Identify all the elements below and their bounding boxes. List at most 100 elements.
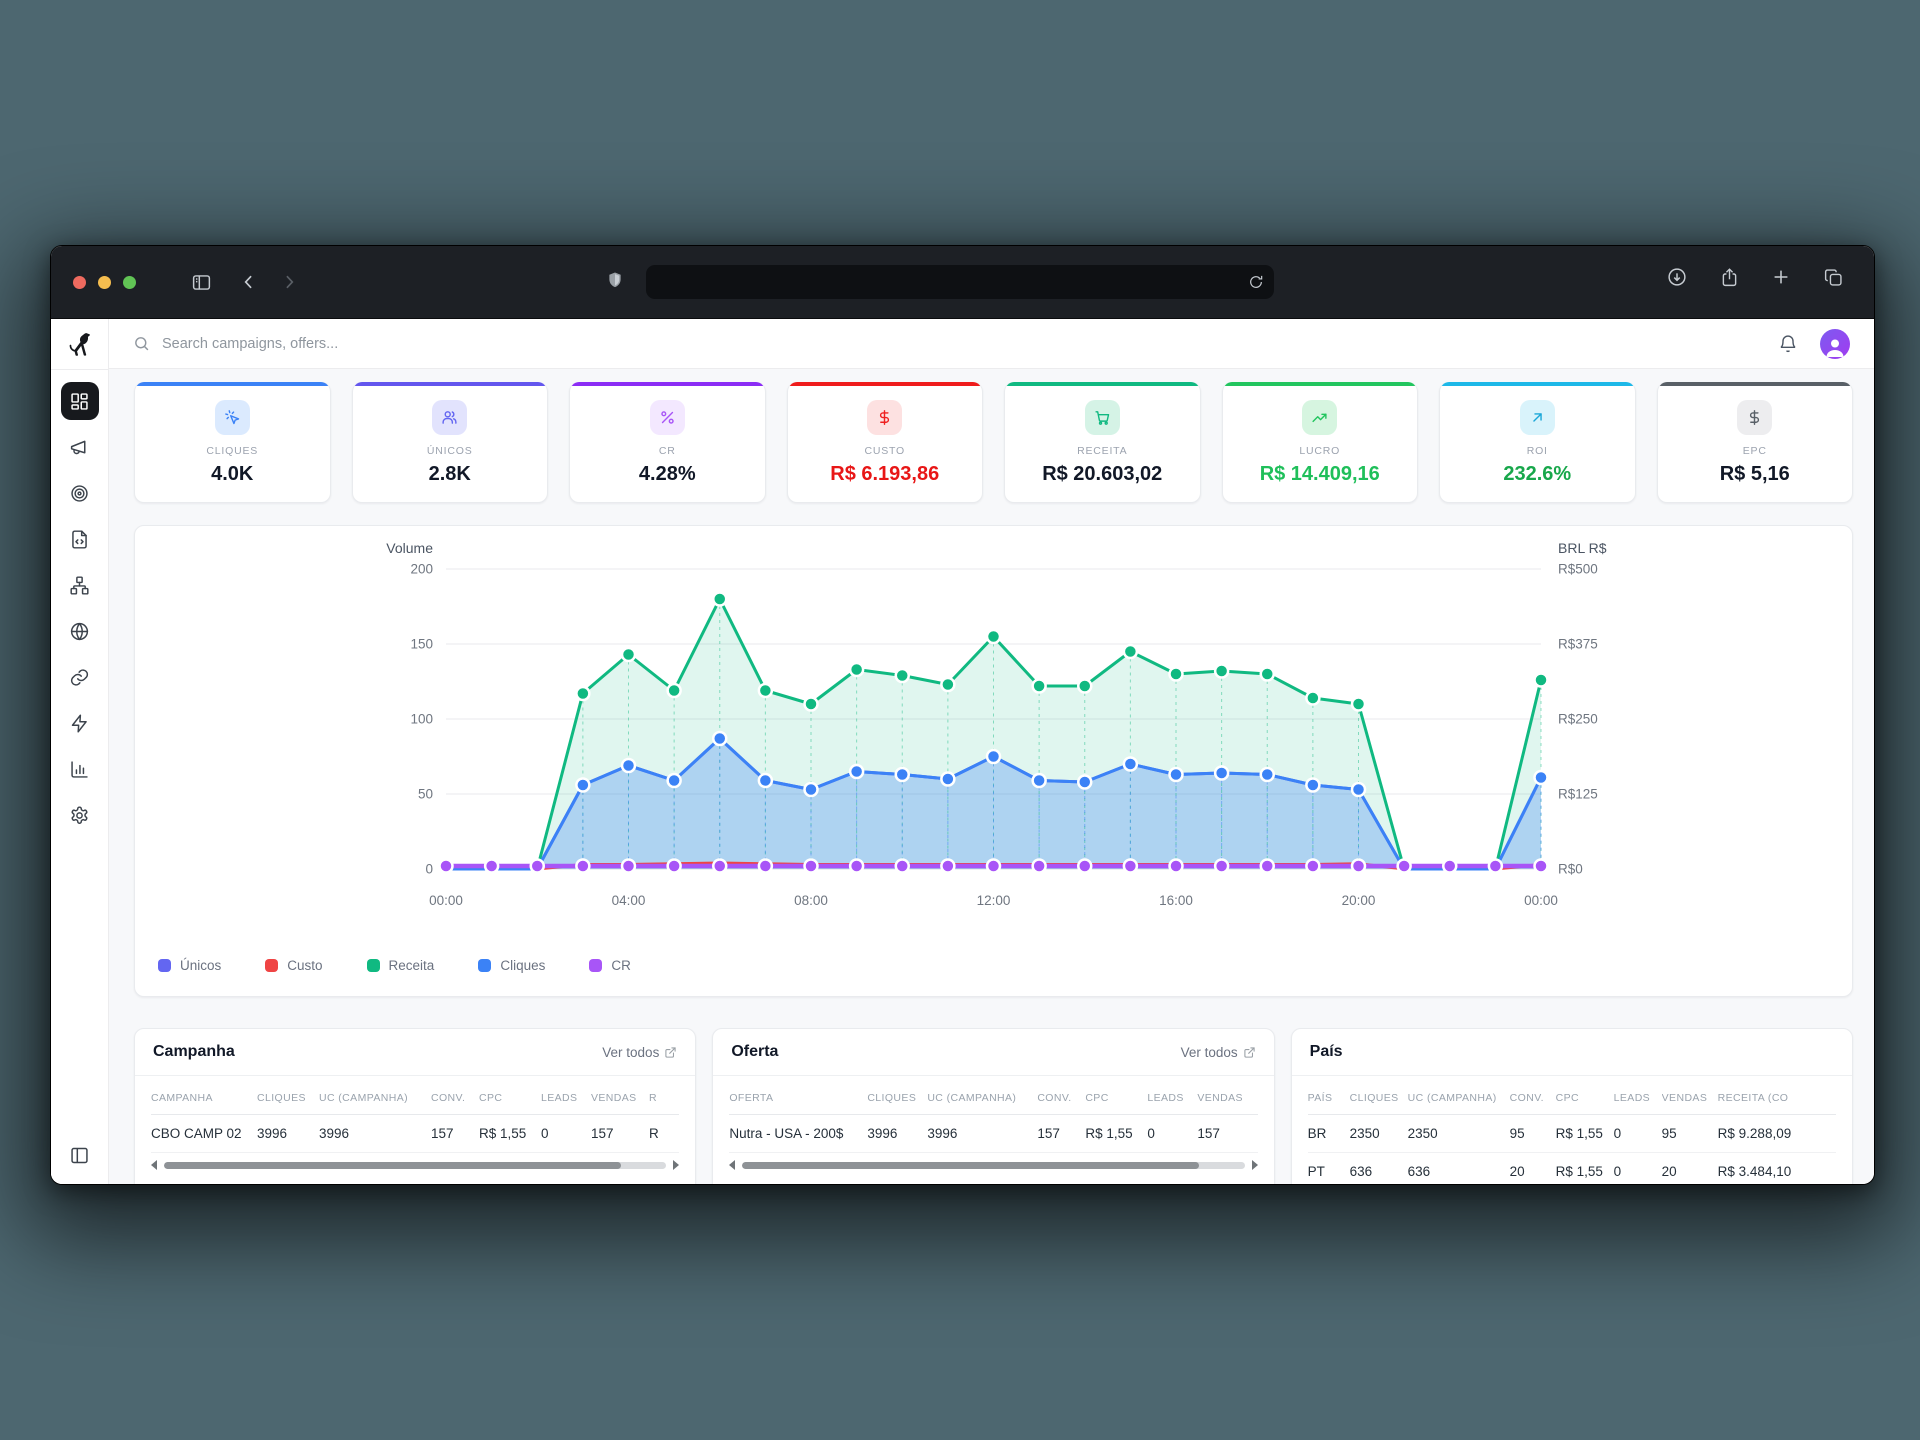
column-header[interactable]: OFERTA bbox=[729, 1092, 774, 1104]
column-header[interactable]: UC (CAMPANHA) bbox=[319, 1092, 409, 1104]
column-header[interactable]: UC (CAMPANHA) bbox=[927, 1092, 1017, 1104]
horizontal-scrollbar[interactable] bbox=[713, 1153, 1273, 1170]
column-header[interactable]: CLIQUES bbox=[867, 1092, 917, 1104]
column-header[interactable]: VENDAS bbox=[591, 1092, 637, 1104]
table-row[interactable]: Nutra - USA - 200$ 3996 3996 157 R$ 1,55 0 157 bbox=[729, 1115, 1258, 1153]
panel-left-icon bbox=[71, 1147, 88, 1164]
table-cell: R$ 3.484,10 bbox=[1717, 1164, 1792, 1179]
sidebar-item-automation[interactable] bbox=[61, 704, 99, 742]
svg-text:R$250: R$250 bbox=[1558, 712, 1598, 727]
legend-item-receita[interactable]: Receita bbox=[366, 958, 434, 973]
browser-back-button[interactable] bbox=[232, 267, 266, 297]
sidebar-item-domains[interactable] bbox=[61, 612, 99, 650]
table-row[interactable]: PT 636 636 20 R$ 1,55 0 20 R$ 3.484,10 bbox=[1308, 1153, 1836, 1184]
scrollbar-track[interactable] bbox=[164, 1161, 667, 1169]
sidebar-item-pages[interactable] bbox=[61, 520, 99, 558]
table-cell: R bbox=[649, 1126, 659, 1141]
table-cell: 20 bbox=[1509, 1164, 1525, 1179]
legend-item-cliques[interactable]: Cliques bbox=[478, 958, 545, 973]
user-avatar[interactable] bbox=[1820, 328, 1850, 359]
column-header[interactable]: CPC bbox=[1555, 1092, 1580, 1104]
kpi-label: CUSTO bbox=[864, 445, 906, 457]
sidebar-item-offers[interactable] bbox=[61, 474, 99, 512]
table-cell: R$ 1,55 bbox=[479, 1126, 527, 1141]
search-input[interactable]: Search campaigns, offers... bbox=[133, 335, 1778, 352]
column-header[interactable]: LEADS bbox=[1147, 1092, 1184, 1104]
sidebar-item-funnels[interactable] bbox=[61, 566, 99, 604]
svg-text:00:00: 00:00 bbox=[429, 893, 463, 908]
kpi-value: 232.6% bbox=[1503, 463, 1572, 485]
table-cell: 157 bbox=[591, 1126, 614, 1141]
column-header[interactable]: CPC bbox=[479, 1092, 503, 1104]
column-header[interactable]: PAÍS bbox=[1307, 1092, 1333, 1104]
table-row[interactable]: CBO CAMP 02 3996 3996 157 R$ 1,55 0 157 R bbox=[151, 1115, 680, 1153]
privacy-shield-icon[interactable] bbox=[606, 268, 624, 297]
dollar-icon bbox=[1750, 410, 1760, 425]
column-header[interactable]: VENDAS bbox=[1197, 1092, 1243, 1104]
column-header[interactable]: CPC bbox=[1085, 1092, 1109, 1104]
browser-sidebar-toggle-button[interactable] bbox=[184, 267, 218, 297]
new-tab-button[interactable] bbox=[1764, 262, 1798, 292]
tab-overview-button[interactable] bbox=[1816, 262, 1850, 292]
column-header[interactable]: CAMPANHA bbox=[151, 1092, 213, 1104]
column-header[interactable]: R bbox=[649, 1092, 657, 1104]
scrollbar-track[interactable] bbox=[742, 1161, 1245, 1169]
share-icon bbox=[1722, 267, 1736, 286]
browser-forward-button[interactable] bbox=[272, 267, 306, 297]
column-header[interactable]: VENDAS bbox=[1661, 1092, 1708, 1104]
scroll-right-arrow[interactable] bbox=[673, 1160, 680, 1170]
scroll-right-arrow[interactable] bbox=[1251, 1160, 1258, 1170]
app-logo[interactable] bbox=[51, 319, 108, 370]
traffic-chart-card: 200 R$500 150 R$375 100 R$250 50 R$125 0 R$0 Volum… bbox=[134, 525, 1853, 997]
downloads-button[interactable] bbox=[1660, 262, 1694, 292]
kpi-label: CR bbox=[658, 445, 676, 457]
scroll-left-arrow[interactable] bbox=[729, 1160, 736, 1170]
svg-text:R$125: R$125 bbox=[1558, 787, 1598, 802]
legend-item-cr[interactable]: CR bbox=[589, 958, 631, 973]
horizontal-scrollbar[interactable] bbox=[135, 1153, 695, 1170]
zoom-window-button[interactable] bbox=[123, 275, 136, 289]
ver-todos-link[interactable]: Ver todos bbox=[1181, 1045, 1256, 1060]
column-header[interactable]: LEADS bbox=[541, 1092, 578, 1104]
scrollbar-thumb[interactable] bbox=[742, 1161, 1200, 1169]
reload-icon[interactable] bbox=[1248, 274, 1264, 290]
table-cell: 20 bbox=[1661, 1164, 1677, 1179]
column-header[interactable]: CLIQUES bbox=[1349, 1092, 1399, 1104]
legend-item-custo[interactable]: Custo bbox=[265, 958, 323, 973]
column-header[interactable]: RECEITA (CO bbox=[1717, 1092, 1789, 1104]
kpi-card-lucro: LUCRO R$ 14.409,16 bbox=[1221, 382, 1418, 503]
legend-item-únicos[interactable]: Únicos bbox=[158, 958, 221, 973]
close-window-button[interactable] bbox=[73, 275, 86, 289]
table-cell: 0 bbox=[541, 1126, 549, 1141]
gear-icon bbox=[71, 805, 88, 824]
table-row[interactable]: BR 2350 2350 95 R$ 1,55 0 95 R$ 9.288,09 bbox=[1307, 1115, 1836, 1153]
column-header[interactable]: CONV. bbox=[1509, 1092, 1544, 1104]
sidebar-item-reports[interactable] bbox=[61, 750, 99, 788]
ver-todos-link[interactable]: Ver todos bbox=[602, 1045, 677, 1060]
kpi-card-epc: EPC R$ 5,16 bbox=[1656, 382, 1853, 503]
column-header[interactable]: CONV. bbox=[431, 1092, 466, 1104]
sidebar-item-dashboard[interactable] bbox=[60, 382, 99, 420]
percent-icon bbox=[661, 411, 674, 424]
scrollbar-thumb[interactable] bbox=[164, 1161, 622, 1169]
column-header[interactable]: CLIQUES bbox=[257, 1092, 306, 1104]
users-icon bbox=[442, 411, 457, 424]
sidebar-collapse-button[interactable] bbox=[51, 1145, 108, 1166]
sidebar-item-campaigns[interactable] bbox=[61, 428, 99, 466]
sidebar-item-links[interactable] bbox=[61, 658, 99, 696]
scroll-left-arrow[interactable] bbox=[151, 1160, 157, 1170]
column-header[interactable]: UC (CAMPANHA) bbox=[1407, 1092, 1497, 1104]
cart-icon bbox=[1095, 411, 1109, 425]
table-cell: Nutra - USA - 200$ bbox=[729, 1126, 844, 1141]
address-bar[interactable] bbox=[646, 265, 1274, 299]
minimize-window-button[interactable] bbox=[98, 275, 111, 289]
share-button[interactable] bbox=[1712, 262, 1746, 292]
kpi-card-roi: ROI 232.6% bbox=[1439, 382, 1636, 503]
column-header[interactable]: LEADS bbox=[1613, 1092, 1651, 1104]
download-icon bbox=[1668, 268, 1686, 286]
column-header[interactable]: CONV. bbox=[1037, 1092, 1072, 1104]
kpi-chip bbox=[1737, 400, 1773, 435]
notifications-button[interactable] bbox=[1778, 334, 1798, 354]
kpi-value: 2.8K bbox=[428, 463, 471, 485]
sidebar-item-settings[interactable] bbox=[61, 796, 99, 834]
